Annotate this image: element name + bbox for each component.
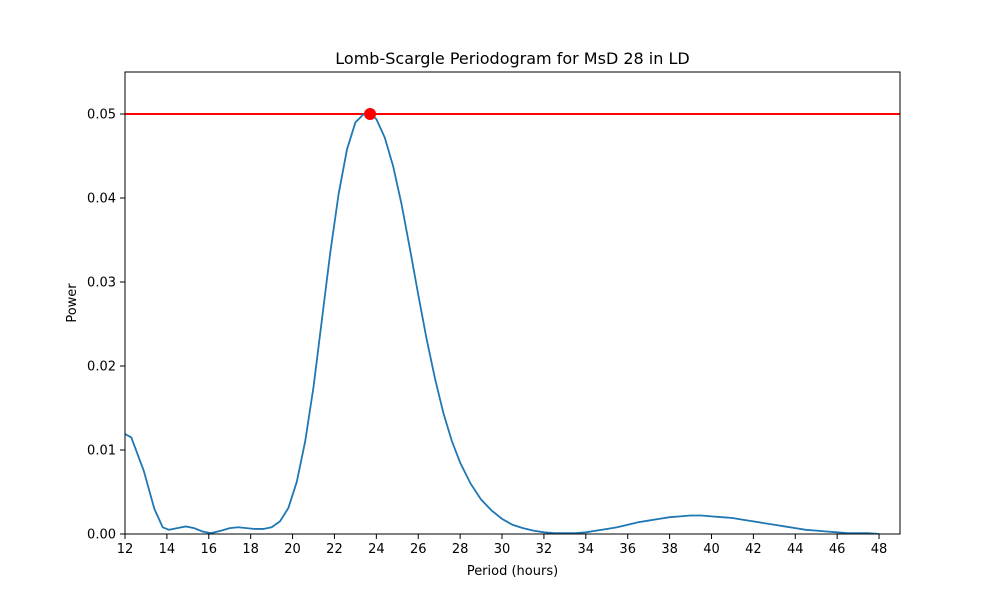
x-tick-label: 20 [284,542,301,557]
x-tick-label: 18 [242,542,259,557]
x-tick-label: 16 [201,542,218,557]
x-tick-label: 38 [661,542,678,557]
y-tick-label: 0.03 [87,276,116,291]
x-axis-label: Period (hours) [467,564,558,579]
y-tick-label: 0.00 [87,528,116,543]
peak-marker [364,108,377,120]
x-tick-label: 48 [871,542,888,557]
x-tick-label: 26 [410,542,427,557]
x-tick-label: 42 [745,542,762,557]
x-tick-label: 32 [536,542,553,557]
chart-title: Lomb-Scargle Periodogram for MsD 28 in L… [335,49,689,68]
y-tick-label: 0.05 [87,108,116,123]
y-tick-label: 0.04 [87,192,116,207]
x-tick-label: 34 [578,542,595,557]
y-axis-label: Power [65,283,80,323]
x-tick-label: 12 [117,542,134,557]
x-tick-label: 28 [452,542,469,557]
x-tick-label: 36 [619,542,636,557]
y-tick-label: 0.01 [87,444,116,459]
x-tick-label: 46 [829,542,846,557]
x-tick-label: 14 [159,542,176,557]
series-line [125,113,880,534]
x-tick-label: 30 [494,542,511,557]
x-tick-label: 40 [703,542,720,557]
x-tick-label: 24 [368,542,385,557]
y-tick-label: 0.02 [87,360,116,375]
x-tick-label: 44 [787,542,804,557]
y-axis: 0.00 0.01 0.02 0.03 0.04 0.05 [87,108,125,543]
x-axis: 12 14 16 18 20 22 24 26 28 30 32 34 36 38 40 42 44 46 48 [117,534,888,557]
plot-frame [124,71,901,535]
x-tick-label: 22 [326,542,343,557]
